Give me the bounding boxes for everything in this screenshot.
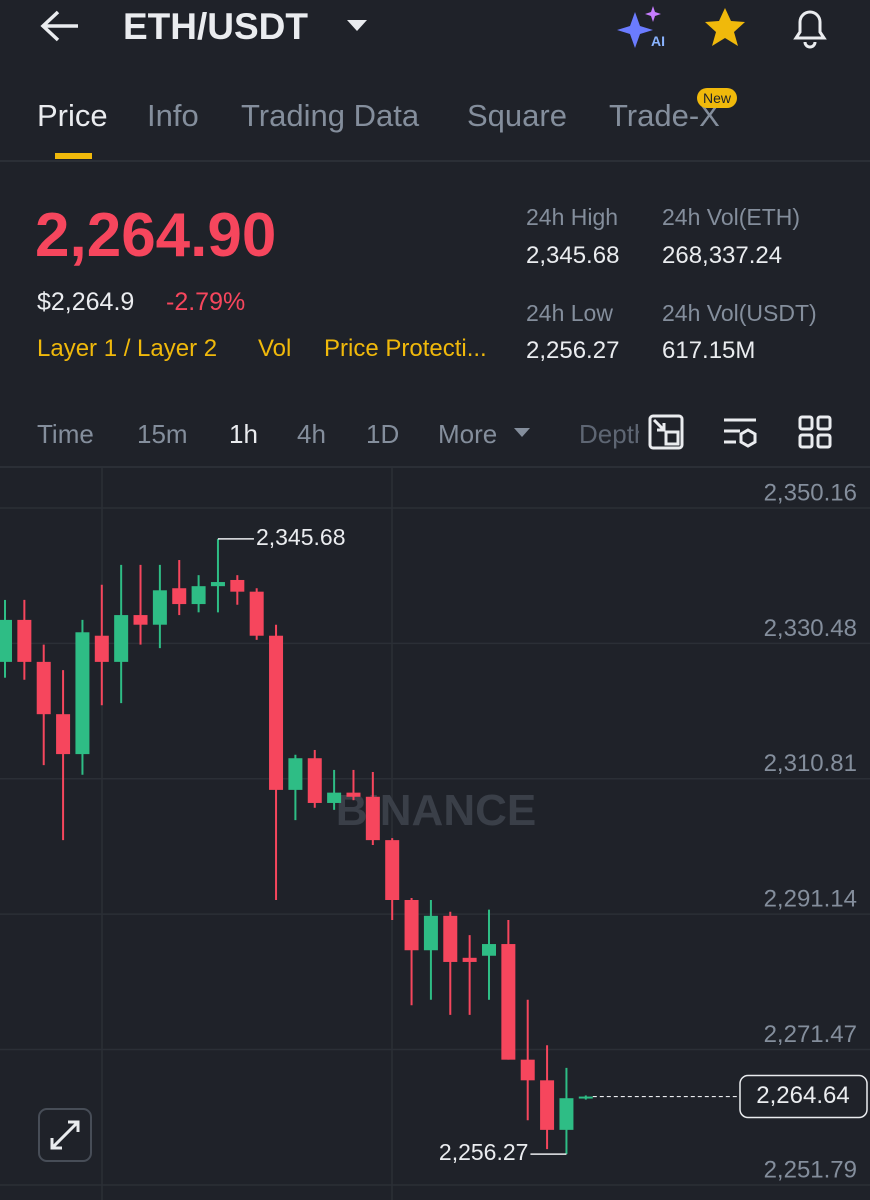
fullscreen-button[interactable] [38, 1108, 92, 1162]
stat-label: 24h Low [526, 300, 613, 326]
candle-body [114, 615, 129, 662]
ai-badge: AI [651, 33, 665, 49]
usd-price: $2,264.9 [37, 288, 135, 316]
pair-dropdown[interactable] [345, 18, 369, 34]
candle-body [578, 1096, 593, 1099]
candle-body [443, 915, 458, 962]
candle-body [307, 758, 322, 803]
candle-body [520, 1059, 535, 1081]
candle-body [191, 586, 206, 605]
tag[interactable]: Layer 1 / Layer 2 [37, 335, 218, 362]
candle-body [404, 900, 419, 951]
timeframe[interactable]: Time [37, 419, 94, 449]
candle-body [269, 635, 284, 790]
stat-value: 2,256.27 [526, 337, 620, 364]
stat-value: 617.15M [662, 337, 756, 364]
candle-body [230, 579, 245, 592]
y-tick-label: 2,310.81 [764, 750, 857, 777]
candle-body [501, 944, 516, 1060]
candle-body [365, 796, 380, 841]
candle-body [385, 840, 400, 901]
candle-body [56, 714, 71, 755]
candlestick-chart: BINANCE 2,350.162,330.482,310.812,291.14… [0, 468, 870, 1200]
last-price-box [739, 1074, 868, 1119]
stat-value: 2,345.68 [526, 242, 620, 269]
candle-body [94, 635, 109, 662]
tab-indicator [55, 153, 92, 159]
last-price: 2,264.90 [35, 201, 277, 270]
candle-body [482, 944, 496, 956]
more-dropdown[interactable] [513, 427, 531, 439]
candle-body [423, 915, 438, 951]
candle-body [75, 632, 90, 755]
y-tick-label: 2,291.14 [764, 886, 857, 913]
timeframe[interactable]: Depth [579, 419, 639, 449]
chart-settings-icon[interactable] [648, 414, 684, 450]
timeframe[interactable]: 1D [366, 419, 400, 449]
candle-body [540, 1080, 555, 1130]
stat-label: 24h High [526, 204, 619, 230]
tab[interactable]: Info [147, 98, 199, 133]
new-badge: New [697, 88, 738, 108]
candle-body [17, 619, 32, 662]
high-label: 2,345.68 [256, 524, 346, 550]
timeframe[interactable]: More [438, 419, 498, 449]
stat-value: 268,337.24 [662, 242, 783, 269]
low-label: 2,256.27 [439, 1139, 529, 1165]
candle-body [288, 758, 303, 790]
candle-body [210, 582, 225, 587]
tag[interactable]: Price Protecti... [324, 335, 487, 362]
favorite-button[interactable] [703, 6, 747, 48]
stat-label: 24h Vol(ETH) [662, 204, 801, 230]
candle-body [0, 619, 12, 662]
tab[interactable]: Square [467, 98, 567, 133]
divider [0, 466, 870, 468]
candle-body [346, 792, 361, 797]
candle-body [327, 792, 342, 803]
alert-button[interactable] [788, 4, 832, 50]
indicator-icon[interactable] [722, 416, 758, 450]
tab[interactable]: Price [37, 98, 108, 133]
candle-body [172, 588, 187, 605]
timeframe[interactable]: 4h [297, 419, 326, 449]
y-tick-label: 2,330.48 [764, 615, 857, 642]
candle-body [133, 615, 148, 625]
candle-body [152, 590, 167, 625]
y-tick-label: 2,271.47 [764, 1021, 857, 1048]
y-tick-label: 2,251.79 [764, 1156, 857, 1183]
tag[interactable]: Vol [258, 335, 292, 362]
layout-icon[interactable] [798, 415, 832, 449]
timeframe[interactable]: 1h [229, 419, 258, 449]
divider [0, 160, 870, 162]
tab[interactable]: Trading Data [241, 98, 420, 133]
candle-body [462, 957, 477, 962]
candle-body [249, 591, 264, 636]
pair-title[interactable]: ETH/USDT [123, 6, 308, 47]
timeframe[interactable]: 15m [137, 419, 188, 449]
price-change: -2.79% [166, 288, 246, 316]
back-button[interactable] [38, 8, 82, 48]
y-tick-label: 2,350.16 [764, 479, 857, 506]
candle-body [559, 1098, 574, 1130]
last-price-label: 2,264.64 [756, 1082, 849, 1109]
candle-body [36, 661, 51, 715]
ai-button[interactable]: AI [615, 4, 669, 50]
stat-label: 24h Vol(USDT) [662, 300, 817, 326]
